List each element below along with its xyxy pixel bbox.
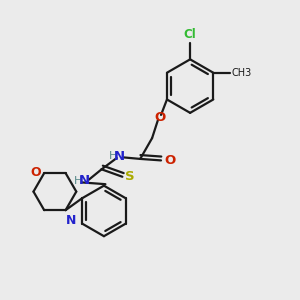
Text: O: O: [164, 154, 175, 167]
Text: O: O: [154, 111, 165, 124]
Text: CH3: CH3: [231, 68, 251, 78]
Text: N: N: [114, 150, 125, 163]
Text: S: S: [125, 170, 135, 183]
Text: N: N: [66, 214, 76, 227]
Text: H: H: [109, 151, 118, 161]
Text: Cl: Cl: [184, 28, 196, 41]
Text: N: N: [79, 174, 90, 187]
Text: O: O: [30, 166, 40, 179]
Text: H: H: [74, 176, 82, 186]
